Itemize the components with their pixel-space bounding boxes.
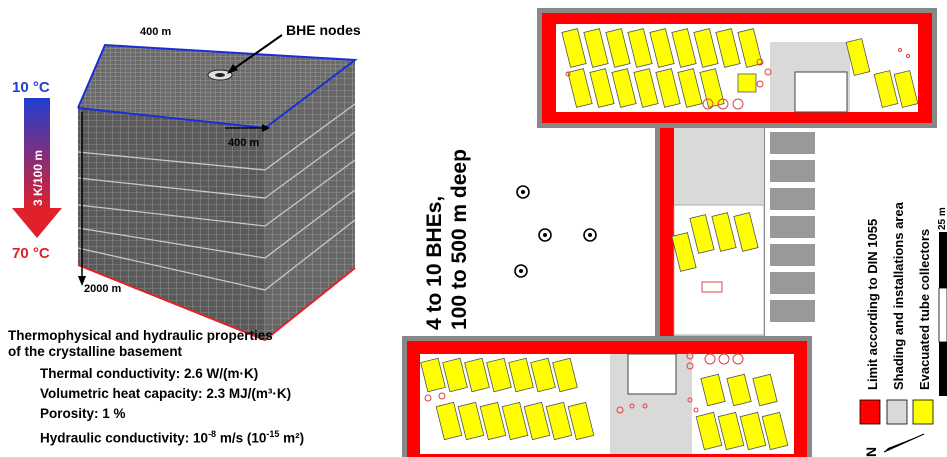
building-corridor [655,128,815,340]
property-hydraulic-conductivity: Hydraulic conductivity: 10-8 m/s (10-15 … [40,429,305,446]
bottom-temperature-label: 70 °C [12,245,50,262]
top-temperature-label: 10 °C [12,79,50,96]
cube-right-face [265,60,355,340]
cube-top-face [78,45,355,128]
property-heat-capacity: Volumetric heat capacity: 2.3 MJ/(m³·K) [40,386,292,401]
scale-bar-dark [939,232,947,288]
collectors-bottom [420,357,789,451]
properties-heading-line2: of the crystalline basement [8,344,183,359]
collectors-top [561,28,919,108]
bhe-count-label: 4 to 10 BHEs, [423,196,446,330]
gradient-arrowhead [12,208,62,238]
cube-bottom-edge [77,264,356,342]
legend: Limit according to DIN 1055 Shading and … [859,201,947,457]
building-bottom [402,336,812,457]
cube-layer-lines [77,103,356,291]
legend-swatch-shading [886,399,908,425]
scale-bar-label: 25 m [937,207,947,230]
bhe-symbols [514,185,597,278]
top-width-label: 400 m [140,26,171,38]
parking-stripes [770,132,815,322]
installations-top [565,48,910,110]
legend-swatch-din-limit [859,399,881,425]
legend-label-din-limit: Limit according to DIN 1055 [865,219,880,390]
depth-label: 2000 m [84,283,122,295]
collectors-corridor [671,212,759,272]
north-label: N [863,447,879,457]
installations-bottom [424,352,744,414]
bhe-pointer-arrow [231,34,283,71]
legend-label-shading: Shading and installations area [891,201,906,390]
bhe-nodes-label: BHE nodes [286,22,361,38]
legend-label-collectors: Evacuated tube collectors [917,229,932,390]
property-thermal-conductivity: Thermal conductivity: 2.6 W/(m·K) [40,366,259,381]
properties-heading-line1: Thermophysical and hydraulic properties [8,328,273,343]
bhe-depth-label: 100 to 500 m deep [448,149,471,330]
scale-bar-light [938,287,947,343]
temperature-gradient: 10 °C 3 K/100 m 70 °C [12,79,62,262]
properties-panel: Thermophysical and hydraulic properties … [8,328,428,449]
site-plan: 4 to 10 BHEs, 100 to 500 m deep [402,8,937,457]
bhe-symbol-centers [519,190,592,273]
gradient-rate-label: 3 K/100 m [31,150,45,206]
cube-top-edge [77,43,358,130]
side-width-label: 400 m [228,137,259,149]
gradient-bar [24,98,50,210]
mesh-cube: 400 m 400 m 2000 m BHE nodes [77,22,361,342]
property-porosity: Porosity: 1 % [40,406,126,421]
building-top [537,8,937,128]
legend-swatch-collectors [912,399,934,425]
